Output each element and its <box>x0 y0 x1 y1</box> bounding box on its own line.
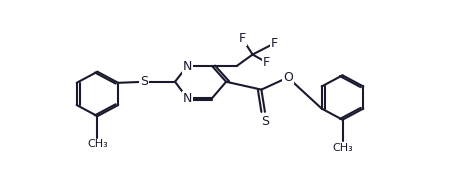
Text: N: N <box>182 60 192 73</box>
Text: F: F <box>271 37 278 50</box>
Text: S: S <box>261 115 269 128</box>
Text: F: F <box>238 32 246 45</box>
Text: CH₃: CH₃ <box>87 139 108 149</box>
Text: F: F <box>263 56 270 69</box>
Text: CH₃: CH₃ <box>332 143 353 153</box>
Text: N: N <box>182 92 192 105</box>
Text: S: S <box>140 75 148 88</box>
Text: O: O <box>283 71 293 84</box>
